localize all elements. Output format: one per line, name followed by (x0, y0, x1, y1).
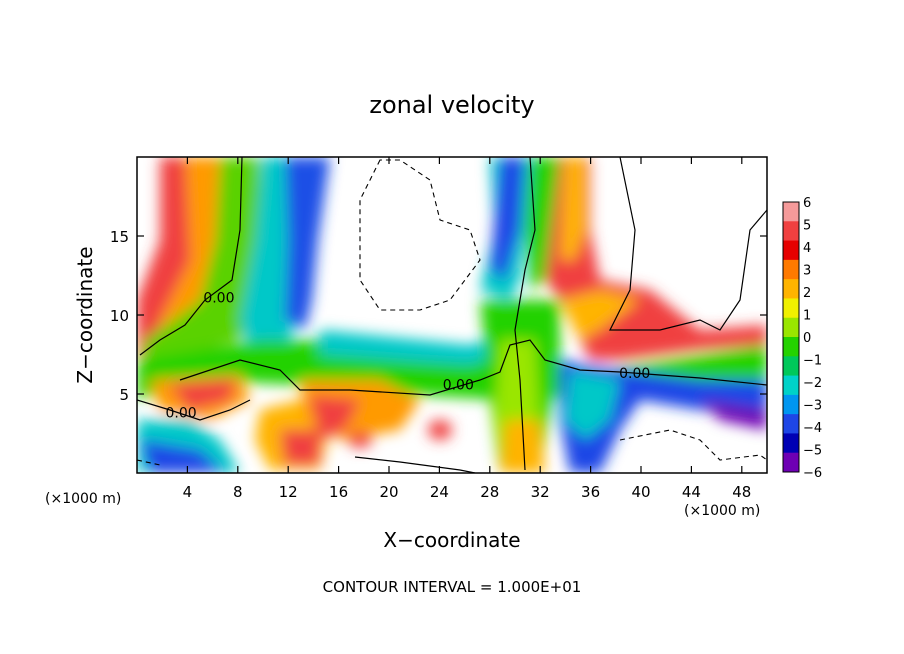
x-tick-label: 16 (329, 483, 348, 501)
x-axis: 4 8 12 16 20 24 28 32 36 40 44 48 (183, 157, 751, 501)
colorbar-tick-label: 0 (803, 331, 811, 346)
colorbar-swatch (783, 240, 799, 261)
x-unit-label-left: (×1000 m) (45, 491, 121, 507)
colorbar-tick-label: 1 (803, 309, 811, 324)
colorbar-swatch (783, 375, 799, 396)
y-tick-label: 10 (110, 307, 129, 325)
colorbar-border (782, 201, 800, 473)
x-tick-label: 8 (233, 483, 243, 501)
colorbar-tick-label: −4 (803, 421, 822, 436)
colorbar-swatch (783, 317, 799, 338)
colorbar-tick-label: 5 (803, 219, 811, 234)
x-tick-label: 32 (531, 483, 550, 501)
colorbar-swatch (783, 279, 799, 299)
colorbar-tick-label: 3 (803, 264, 811, 279)
x-tick-label: 28 (480, 483, 499, 501)
contour-interval-footer: CONTOUR INTERVAL = 1.000E+01 (323, 578, 582, 596)
x-tick-label: 12 (279, 483, 298, 501)
x-unit-label-right: (×1000 m) (684, 503, 760, 519)
y-tick-label: 5 (119, 386, 129, 404)
x-tick-label: 20 (379, 483, 398, 501)
contour-label: 0.00 (443, 377, 474, 393)
colorbar-tick-label: 2 (803, 286, 811, 301)
y-axis-title: Z−coordinate (73, 246, 97, 383)
y-tick-label: 15 (110, 228, 129, 246)
x-tick-label: 40 (631, 483, 650, 501)
colorbar-swatch (783, 452, 799, 473)
x-axis-title: X−coordinate (383, 528, 520, 552)
colorbar-swatch (783, 337, 799, 357)
colorbar-tick-label: −3 (803, 399, 822, 414)
colorbar-tick-label: −2 (803, 376, 822, 391)
chart-title: zonal velocity (369, 91, 534, 119)
contour-labels: 0.00 0.00 0.00 0.00 (166, 290, 651, 421)
colorbar-swatch (783, 414, 799, 434)
x-tick-label: 48 (732, 483, 751, 501)
colorbar-tick-label: 6 (803, 196, 811, 211)
colorbar-tick-label: 4 (803, 241, 811, 256)
contour-label: 0.00 (619, 366, 650, 382)
y-axis: 5 10 15 (110, 228, 767, 404)
contour-label: 0.00 (203, 290, 234, 306)
x-tick-label: 36 (581, 483, 600, 501)
colorbar-swatch (783, 221, 799, 242)
colorbar-swatch (783, 356, 799, 377)
plot-area (137, 157, 767, 473)
colorbar-swatch (783, 394, 799, 415)
colorbar-tick-label: −1 (803, 354, 822, 369)
colorbar-tick-label: −6 (803, 466, 822, 481)
colorbar: 6 5 4 3 2 1 0 −1 −2 −3 −4 −5 −6 (782, 196, 822, 481)
x-tick-label: 24 (430, 483, 449, 501)
colorbar-swatch (783, 433, 799, 454)
colorbar-swatch (783, 298, 799, 319)
x-tick-label: 44 (682, 483, 701, 501)
colorbar-swatch (783, 202, 799, 222)
contour-label: 0.00 (166, 406, 197, 422)
colorbar-tick-label: −5 (803, 444, 822, 459)
x-tick-label: 4 (183, 483, 193, 501)
colorbar-swatch (783, 259, 799, 280)
